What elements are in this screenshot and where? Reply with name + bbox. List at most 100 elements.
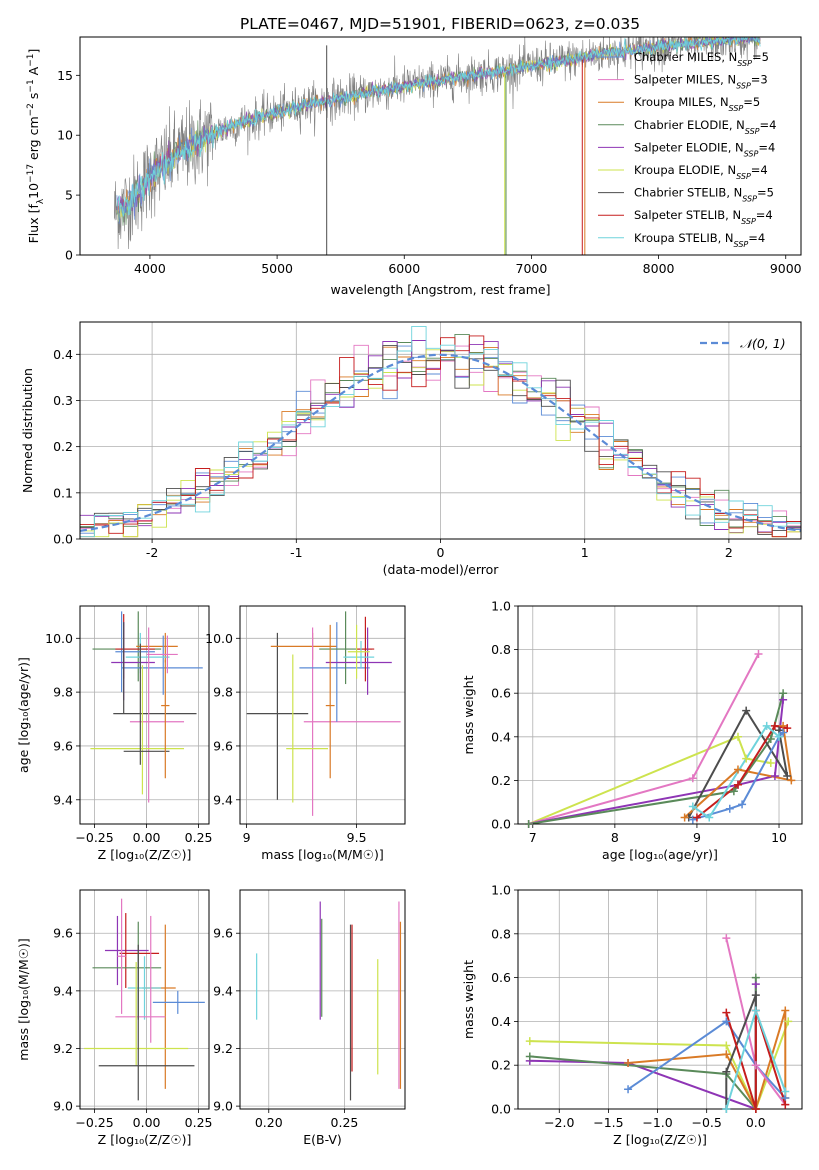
weight-marker [766, 734, 775, 743]
x-tick-label: −2.0 [544, 1115, 574, 1130]
y-tick-label: 9.4 [213, 983, 233, 998]
legend-subscript: SSP [737, 59, 752, 68]
legend-label: Salpeter STELIB, NSSP=4 [634, 208, 773, 226]
weight-line [528, 692, 785, 824]
x-tick-label: 0.25 [185, 1115, 213, 1130]
y-axis-label-part: −17 [26, 164, 36, 183]
weight-marker [742, 754, 751, 763]
x-tick-label: 9 [693, 830, 701, 845]
legend-count: =5 [743, 95, 760, 109]
legend-subscript: SSP [745, 126, 760, 135]
legend-subscript: SSP [744, 149, 759, 158]
legend-label: Kroupa ELODIE, NSSP=4 [634, 163, 768, 181]
x-tick-label: 4000 [134, 261, 166, 276]
weight-marker [722, 1050, 731, 1059]
axes-frame [239, 889, 406, 1110]
legend-label: Salpeter ELODIE, NSSP=4 [634, 140, 775, 158]
y-axis-label-part: λ [36, 198, 46, 204]
legend-subscript: SSP [742, 194, 757, 203]
weight-marker [725, 804, 734, 813]
legend-count: =4 [756, 208, 773, 222]
legend-count: =5 [757, 186, 774, 200]
y-axis-label-part: 10 [26, 183, 41, 199]
weight-marker [722, 1105, 731, 1113]
x-tick-label: −0.25 [75, 830, 113, 845]
weight-marker [680, 813, 689, 822]
y-tick-label: 0.8 [491, 642, 511, 657]
ebv-mass-panel: 0.20 0.25 9.0 9.2 9.4 9.6 E(B-V) [213, 889, 406, 1147]
y-axis-label: mass [log₁₀(M/M☉)] [16, 938, 31, 1060]
y-tick-label: 0.2 [53, 439, 73, 454]
weight-marker [729, 787, 738, 796]
mass-age-panel: 9 9.5 9.4 9.6 9.8 10.0 mass [log₁₀(M/M☉)] [205, 605, 406, 862]
y-tick-label: 0.6 [491, 686, 511, 701]
legend-text: Kroupa MILES, N [634, 95, 729, 109]
legend-text: Chabrier STELIB, N [634, 186, 742, 200]
weight-marker [787, 776, 796, 785]
y-axis-label-part: s [26, 93, 41, 104]
legend-text: Chabrier MILES, N [634, 50, 737, 64]
y-tick-label: 9.0 [213, 1099, 233, 1114]
legend-label: Salpeter MILES, NSSP=3 [634, 73, 768, 91]
x-tick-label: 7000 [516, 261, 548, 276]
weight-line [627, 1020, 787, 1099]
age-weight-panel: 7 8 9 10 0.0 0.2 0.4 0.6 0.8 1.0 age [log₁₀(age/yr… [461, 599, 803, 862]
x-tick-label: −0.25 [75, 1115, 113, 1130]
legend-count: =3 [751, 73, 768, 87]
legend-count: =4 [760, 118, 777, 132]
legend-text: Salpeter ELODIE, N [634, 140, 744, 154]
legend-subscript: SSP [736, 81, 751, 90]
weight-marker [779, 728, 788, 737]
y-tick-label: 9.6 [213, 738, 233, 753]
z-weight-panel: −2.0 −1.5 −1.0 −0.5 0.0 0.0 0.2 0.4 0.6 0.8 1.0 Z [… [461, 883, 803, 1147]
plot-area [246, 611, 401, 816]
y-tick-label: 0.0 [53, 532, 73, 547]
z-age-panel: −0.25 0.00 0.25 9.4 9.6 9.8 10.0 Z [log₁₀(Z/Z☉)… [16, 605, 213, 862]
weight-marker [742, 706, 751, 715]
weight-marker [781, 1006, 790, 1015]
weight-marker [692, 813, 701, 822]
axes-frame [517, 605, 803, 825]
weight-marker [784, 1017, 793, 1026]
y-tick-label: 9.4 [53, 792, 73, 807]
y-tick-label: 1.0 [491, 883, 511, 898]
weight-marker [624, 1085, 633, 1094]
weight-marker [783, 724, 792, 733]
legend-text: Salpeter MILES, N [634, 73, 736, 87]
residual-histogram-step [80, 325, 801, 539]
y-tick-label: 0.0 [491, 1102, 511, 1117]
weight-marker [751, 973, 760, 982]
weight-marker [733, 780, 742, 789]
y-tick-label: 9.4 [53, 983, 73, 998]
axes-frame [517, 889, 803, 1110]
x-tick-label: 9.5 [347, 830, 367, 845]
plot-area [84, 898, 205, 1101]
weight-marker [525, 1052, 534, 1061]
weight-marker [751, 1105, 760, 1113]
y-tick-label: 0.0 [491, 817, 511, 832]
y-tick-label: 9.2 [53, 1041, 73, 1056]
y-tick-label: 0.4 [53, 347, 73, 362]
legend-subscript: SSP [736, 172, 751, 181]
x-tick-label: 0.00 [133, 830, 161, 845]
x-tick-label: 8000 [643, 261, 675, 276]
legend-text: Kroupa STELIB, N [634, 231, 734, 245]
weight-marker [688, 774, 697, 783]
weight-marker [722, 934, 731, 943]
legend-label: Kroupa STELIB, NSSP=4 [634, 231, 765, 249]
x-axis-label: Z [log₁₀(Z/Z☉)] [98, 847, 192, 862]
weight-marker [770, 772, 779, 781]
legend-text: Chabrier ELODIE, N [634, 118, 745, 132]
weight-line [687, 708, 789, 818]
x-tick-label: 8 [611, 830, 619, 845]
x-tick-label: 1 [581, 545, 589, 560]
x-tick-label: 0.00 [133, 1115, 161, 1130]
legend-text: Salpeter STELIB, N [634, 208, 741, 222]
plot-area [80, 325, 801, 539]
axes-frame [79, 605, 210, 825]
legend-subscript: SSP [741, 217, 756, 226]
weight-marker [722, 1041, 731, 1050]
y-axis-label-part: erg cm [26, 116, 41, 164]
